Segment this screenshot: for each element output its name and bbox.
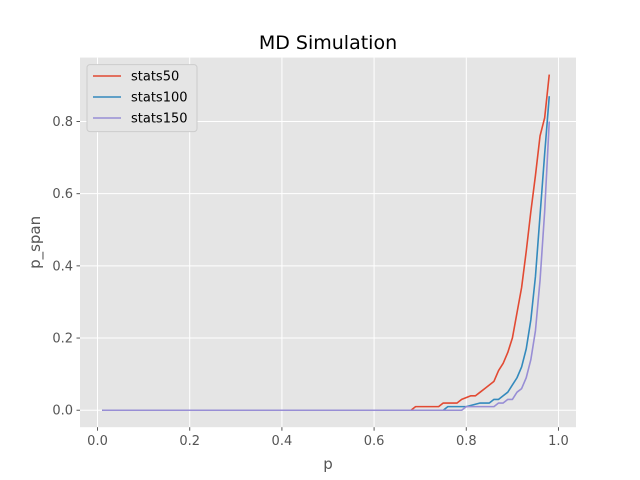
series-line-stats150 xyxy=(102,121,551,412)
y-tick-label: 0.4 xyxy=(52,259,73,274)
y-tick-label: 0.2 xyxy=(52,332,73,347)
x-tick-label: 0.0 xyxy=(87,434,108,449)
series-line-stats100 xyxy=(102,96,551,412)
x-tick-label: 0.4 xyxy=(272,434,293,449)
series-line-stats50 xyxy=(102,74,551,412)
legend-box xyxy=(86,64,198,133)
y-tick-label: 0.8 xyxy=(52,115,73,130)
legend-label-stats150: stats150 xyxy=(131,112,188,127)
chart-title: MD Simulation xyxy=(259,32,397,54)
x-tick-label: 0.6 xyxy=(364,434,385,449)
x-axis-ticks: 0.0 0.2 0.4 0.6 0.8 1.0 xyxy=(87,427,569,449)
grid xyxy=(80,57,576,428)
x-tick-label: 0.2 xyxy=(179,434,200,449)
y-tick-label: 0.6 xyxy=(52,187,73,202)
y-axis-ticks: 0.0 0.2 0.4 0.6 0.8 xyxy=(52,115,80,419)
x-tick-label: 1.0 xyxy=(548,434,569,449)
legend-label-stats50: stats50 xyxy=(131,70,179,85)
legend-label-stats100: stats100 xyxy=(131,91,188,106)
series-layer xyxy=(102,74,551,412)
y-tick-label: 0.0 xyxy=(52,404,73,419)
x-axis-label: p xyxy=(323,455,333,473)
legend: stats50 stats100 stats150 xyxy=(86,64,198,133)
y-axis-label: p_span xyxy=(26,216,45,269)
x-tick-label: 0.8 xyxy=(456,434,477,449)
